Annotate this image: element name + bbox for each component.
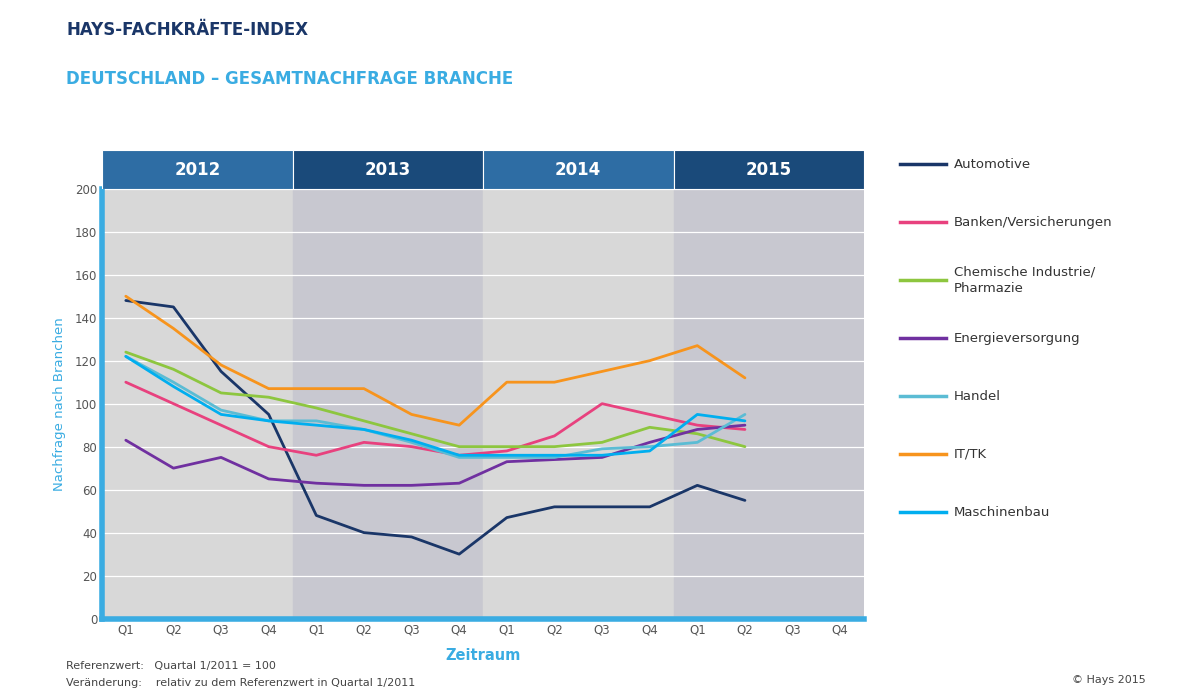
Text: © Hays 2015: © Hays 2015	[1073, 675, 1146, 684]
Text: Referenzwert:   Quartal 1/2011 = 100: Referenzwert: Quartal 1/2011 = 100	[66, 661, 276, 670]
Text: Handel: Handel	[954, 390, 1001, 403]
Bar	[102, 189, 293, 619]
Text: Veränderung:    relativ zu dem Referenzwert in Quartal 1/2011: Veränderung: relativ zu dem Referenzwert…	[66, 678, 415, 688]
Y-axis label: Nachfrage nach Branchen: Nachfrage nach Branchen	[54, 317, 66, 491]
Bar	[673, 189, 864, 619]
Text: Maschinenbau: Maschinenbau	[954, 506, 1050, 519]
FancyBboxPatch shape	[482, 150, 673, 189]
Text: 2014: 2014	[556, 161, 601, 178]
Text: IT/TK: IT/TK	[954, 448, 988, 461]
FancyBboxPatch shape	[293, 150, 482, 189]
Text: Chemische Industrie/
Pharmazie: Chemische Industrie/ Pharmazie	[954, 266, 1096, 295]
FancyBboxPatch shape	[673, 150, 864, 189]
Text: 2015: 2015	[745, 161, 792, 178]
Text: Banken/Versicherungen: Banken/Versicherungen	[954, 216, 1112, 229]
Text: 2012: 2012	[174, 161, 221, 178]
Text: HAYS-FACHKRÄFTE-INDEX: HAYS-FACHKRÄFTE-INDEX	[66, 21, 308, 39]
Text: Energieversorgung: Energieversorgung	[954, 332, 1081, 345]
Text: 2013: 2013	[365, 161, 410, 178]
Text: Automotive: Automotive	[954, 158, 1031, 171]
Bar	[482, 189, 673, 619]
X-axis label: Zeitraum: Zeitraum	[445, 647, 521, 663]
Bar	[293, 189, 482, 619]
FancyBboxPatch shape	[102, 150, 293, 189]
Text: DEUTSCHLAND – GESAMTNACHFRAGE BRANCHE: DEUTSCHLAND – GESAMTNACHFRAGE BRANCHE	[66, 70, 514, 88]
